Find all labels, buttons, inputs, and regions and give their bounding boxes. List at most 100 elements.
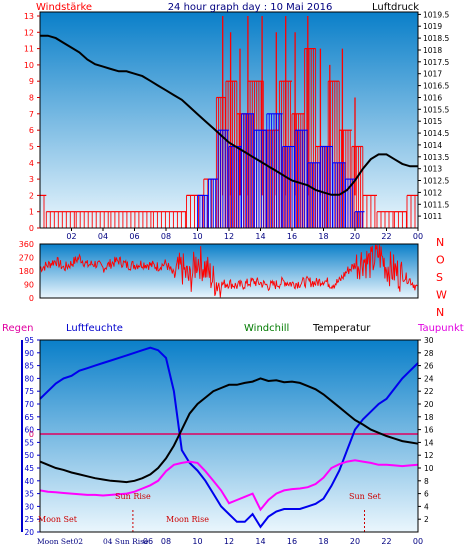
rain-zero-label: 0 [29,430,34,439]
pressure-tick-label: 1014 [423,141,442,150]
humidity-tick-label: 80 [24,374,34,383]
temperature-title: Temperatur [312,323,371,334]
wind-tick-label: 12 [24,28,34,37]
temperature-line [39,377,419,484]
pressure-tick-label: 1013.5 [423,153,449,162]
bottom-time-tick-label: 10 [192,537,202,546]
bottom-time-tick-label: 00 [413,537,423,546]
climate-panel-frame [39,339,419,533]
astro-moon-rise: Moon Rise [166,515,209,524]
bottom-time-tick-label: 08 [161,537,171,546]
wind-tick-label: 4 [29,159,34,168]
dewpoint-line [39,459,419,512]
bottom-time-tick-label: 20 [350,537,360,546]
temp-tick-label: 22 [424,387,434,396]
humidity-tick-label: 45 [24,464,34,473]
humidity-tick-label: 20 [24,528,34,537]
pressure-tick-label: 1017 [423,70,442,79]
pressure-tick-label: 1013 [423,165,442,174]
temp-tick-label: 14 [424,438,434,447]
time-label-moonset: Moon Set02 [37,537,83,546]
wind-tick-label: 1 [29,208,34,217]
time-tick-label: 00 [413,232,423,241]
time-tick-label: 12 [224,232,234,241]
pressure-tick-label: 1012 [423,188,442,197]
time-tick-label: 02 [66,232,76,241]
wind-tick-label: 11 [24,45,34,54]
pressure-tick-label: 1018 [423,46,442,55]
humidity-tick-label: 85 [24,362,34,371]
wind-tick-label: 13 [24,12,34,21]
pressure-tick-label: 1018.5 [423,34,449,43]
direction-panel-background [40,244,418,298]
wind-tick-label: 7 [29,110,34,119]
time-tick-label: 18 [318,232,328,241]
humidity-title: Luftfeuchte [66,323,123,334]
pressure-tick-label: 1014.5 [423,129,449,138]
climate-panel-background [40,340,418,532]
time-tick-label: 22 [381,232,391,241]
chart-title: 24 hour graph day : 10 Mai 2016 [168,2,333,13]
time-tick-label: 04 [98,232,108,241]
pressure-tick-label: 1015 [423,117,442,126]
time-tick-label: 06 [129,232,139,241]
bottom-time-tick-label: 22 [381,537,391,546]
temp-tick-label: 26 [424,362,434,371]
pressure-tick-label: 1011 [423,212,442,221]
temp-tick-label: 30 [424,336,434,345]
compass-label: O [436,254,445,267]
temp-tick-label: 28 [424,349,434,358]
temp-tick-label: 4 [424,502,429,511]
temp-tick-label: 16 [424,426,434,435]
direction-tick-label: 0 [29,294,34,303]
humidity-tick-label: 25 [24,515,34,524]
compass-label: S [436,271,443,284]
wind-tick-label: 5 [29,143,34,152]
pressure-tick-label: 1016 [423,94,442,103]
wind-title: Windstärke [36,2,92,13]
temp-tick-label: 6 [424,490,429,499]
humidity-tick-label: 55 [24,438,34,447]
pressure-tick-label: 1019 [423,22,442,31]
wind-tick-label: 0 [29,224,34,233]
humidity-line [39,346,419,529]
pressure-tick-label: 1012.5 [423,177,449,186]
time-tick-label: 16 [287,232,297,241]
bottom-time-tick-label: 14 [255,537,265,546]
compass-label: W [436,289,447,302]
humidity-tick-label: 75 [24,387,34,396]
time-tick-label: 10 [192,232,202,241]
wind-tick-label: 10 [24,61,34,70]
pressure-title: Luftdruck [372,2,419,13]
compass-label: N [436,306,444,319]
temp-tick-label: 18 [424,413,434,422]
wind-tick-label: 3 [29,175,34,184]
direction-tick-label: 270 [19,254,34,263]
wind-tick-label: 2 [29,191,34,200]
bottom-time-tick-label: 16 [287,537,297,546]
temp-tick-label: 20 [424,400,434,409]
bottom-time-tick-label: 12 [224,537,234,546]
pressure-tick-label: 1011.5 [423,200,449,209]
humidity-tick-label: 60 [24,426,34,435]
humidity-tick-label: 40 [24,477,34,486]
time-tick-label: 14 [255,232,265,241]
temp-tick-label: 10 [424,464,434,473]
time-label-sunrise: 04 Sun Rise [103,537,149,546]
humidity-tick-label: 90 [24,349,34,358]
temp-tick-label: 2 [424,515,429,524]
direction-tick-label: 90 [24,281,34,290]
compass-label: N [436,236,444,249]
pressure-line [40,34,418,196]
wind-tick-label: 9 [29,77,34,86]
pressure-tick-label: 1015.5 [423,105,449,114]
astro-moon-set: Moon Set [38,515,78,524]
pressure-tick-label: 1017.5 [423,58,449,67]
wind-tick-label: 8 [29,94,34,103]
direction-panel-frame [39,243,419,299]
windchill-title: Windchill [244,323,289,334]
direction-tick-label: 180 [19,267,34,276]
humidity-tick-label: 30 [24,502,34,511]
humidity-tick-label: 70 [24,400,34,409]
